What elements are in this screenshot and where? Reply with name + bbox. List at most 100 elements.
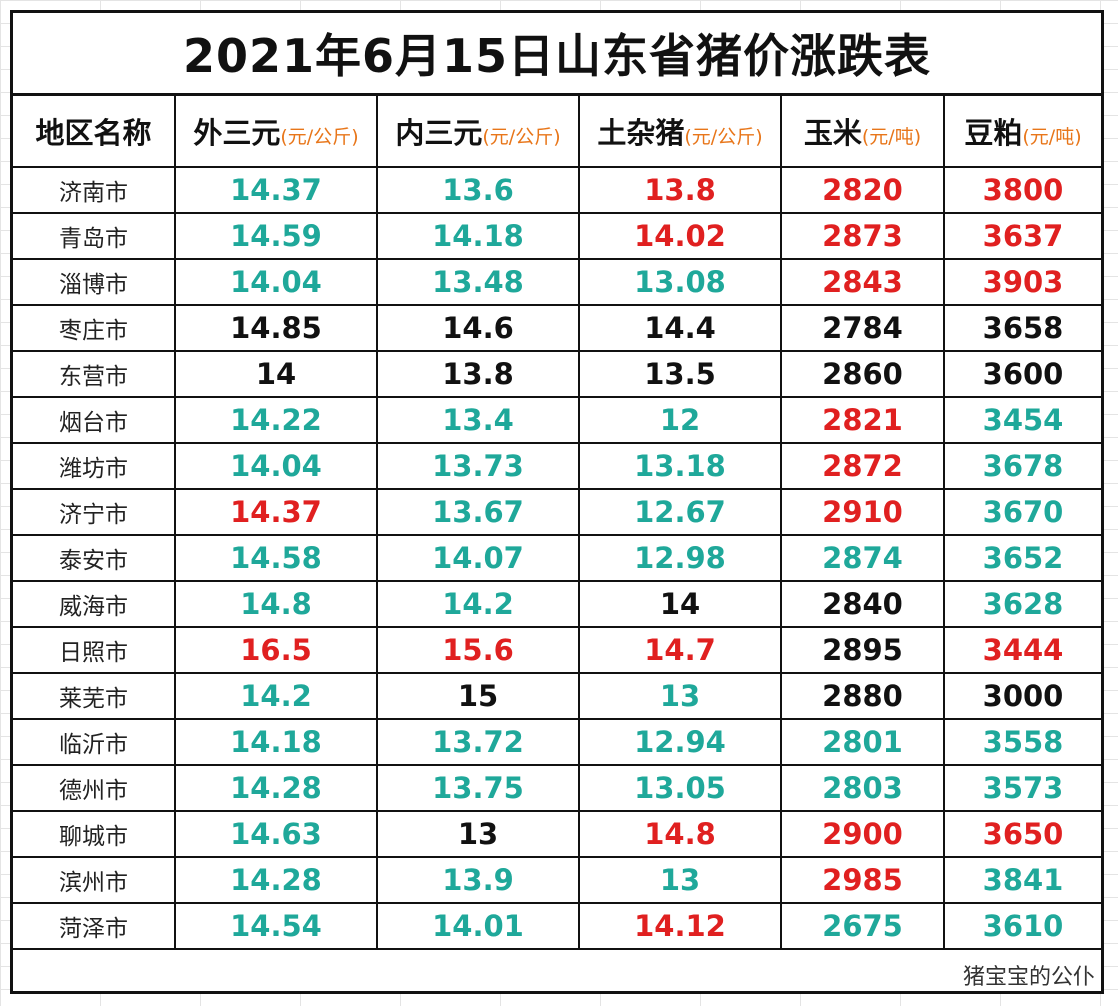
city-cell: 滨州市	[13, 857, 176, 904]
price-cell: 14.4	[579, 305, 782, 352]
price-cell: 3637	[944, 213, 1101, 260]
price-cell: 15	[377, 673, 580, 720]
price-cell: 3678	[944, 443, 1101, 490]
price-cell: 3650	[944, 811, 1101, 858]
price-cell: 14.59	[175, 213, 378, 260]
corn-header: 玉米(元/吨)	[781, 96, 945, 168]
header-label: 玉米	[803, 116, 862, 150]
price-cell: 14.2	[377, 581, 580, 628]
soymeal-header: 豆粕(元/吨)	[944, 96, 1101, 168]
table-row: 临沂市 14.18 13.72 12.94 2801 3558	[13, 719, 1101, 766]
city-cell: 威海市	[13, 581, 176, 628]
price-cell: 2820	[781, 167, 945, 214]
price-cell: 14.2	[175, 673, 378, 720]
footer-row: 猪宝宝的公仆	[13, 950, 1101, 995]
city-cell: 济南市	[13, 167, 176, 214]
price-cell: 14.04	[175, 443, 378, 490]
header-label: 内三元	[395, 116, 483, 150]
price-cell: 14.07	[377, 535, 580, 582]
waisanyuan-header: 外三元(元/公斤)	[175, 96, 378, 168]
header-unit: (元/公斤)	[684, 126, 763, 148]
price-cell: 2872	[781, 443, 945, 490]
price-cell: 12.94	[579, 719, 782, 766]
price-cell: 3841	[944, 857, 1101, 904]
price-cell: 14.37	[175, 167, 378, 214]
price-cell: 13	[579, 673, 782, 720]
table-row: 滨州市 14.28 13.9 13 2985 3841	[13, 857, 1101, 904]
price-table: 地区名称 外三元(元/公斤) 内三元(元/公斤) 土杂猪(元/公斤) 玉米(元/吨) 豆粕…	[13, 96, 1101, 950]
header-label: 地区名称	[35, 116, 152, 150]
price-sheet: 2021年6月15日山东省猪价涨跌表 地区名称 外三元(元/公斤) 内三元(元/公斤…	[10, 10, 1104, 994]
price-cell: 14.8	[579, 811, 782, 858]
region-header: 地区名称	[13, 96, 176, 168]
price-cell: 14	[175, 351, 378, 398]
price-cell: 3652	[944, 535, 1101, 582]
table-row: 日照市 16.5 15.6 14.7 2895 3444	[13, 627, 1101, 674]
price-cell: 2985	[781, 857, 945, 904]
price-cell: 2821	[781, 397, 945, 444]
price-cell: 13.08	[579, 259, 782, 306]
table-row: 青岛市 14.59 14.18 14.02 2873 3637	[13, 213, 1101, 260]
city-cell: 莱芜市	[13, 673, 176, 720]
city-cell: 济宁市	[13, 489, 176, 536]
price-cell: 14.28	[175, 765, 378, 812]
city-cell: 潍坊市	[13, 443, 176, 490]
city-cell: 临沂市	[13, 719, 176, 766]
price-cell: 2874	[781, 535, 945, 582]
price-cell: 13	[377, 811, 580, 858]
price-cell: 2860	[781, 351, 945, 398]
neisanyuan-header: 内三元(元/公斤)	[377, 96, 580, 168]
price-cell: 2840	[781, 581, 945, 628]
price-cell: 14.22	[175, 397, 378, 444]
table-row: 济南市 14.37 13.6 13.8 2820 3800	[13, 167, 1101, 214]
price-cell: 14.02	[579, 213, 782, 260]
header-row: 地区名称 外三元(元/公斤) 内三元(元/公斤) 土杂猪(元/公斤) 玉米(元/吨) 豆粕…	[13, 96, 1101, 168]
price-cell: 3800	[944, 167, 1101, 214]
price-cell: 12.67	[579, 489, 782, 536]
city-cell: 泰安市	[13, 535, 176, 582]
price-cell: 13.5	[579, 351, 782, 398]
header-label: 土杂猪	[597, 116, 685, 150]
price-cell: 14.6	[377, 305, 580, 352]
city-cell: 淄博市	[13, 259, 176, 306]
price-cell: 14.37	[175, 489, 378, 536]
price-cell: 14.18	[377, 213, 580, 260]
table-row: 烟台市 14.22 13.4 12 2821 3454	[13, 397, 1101, 444]
price-cell: 15.6	[377, 627, 580, 674]
price-cell: 12.98	[579, 535, 782, 582]
price-cell: 3444	[944, 627, 1101, 674]
price-cell: 14.28	[175, 857, 378, 904]
price-cell: 13.9	[377, 857, 580, 904]
page-title: 2021年6月15日山东省猪价涨跌表	[13, 13, 1101, 96]
city-cell: 菏泽市	[13, 903, 176, 950]
price-cell: 3454	[944, 397, 1101, 444]
table-row: 济宁市 14.37 13.67 12.67 2910 3670	[13, 489, 1101, 536]
price-cell: 16.5	[175, 627, 378, 674]
price-cell: 14.85	[175, 305, 378, 352]
price-cell: 14.54	[175, 903, 378, 950]
header-label: 豆粕	[964, 116, 1023, 150]
table-row: 德州市 14.28 13.75 13.05 2803 3573	[13, 765, 1101, 812]
tuzazhu-header: 土杂猪(元/公斤)	[579, 96, 782, 168]
price-cell: 2873	[781, 213, 945, 260]
price-cell: 2675	[781, 903, 945, 950]
price-cell: 12	[579, 397, 782, 444]
price-cell: 2895	[781, 627, 945, 674]
table-row: 潍坊市 14.04 13.73 13.18 2872 3678	[13, 443, 1101, 490]
table-row: 威海市 14.8 14.2 14 2840 3628	[13, 581, 1101, 628]
city-cell: 德州市	[13, 765, 176, 812]
table-row: 聊城市 14.63 13 14.8 2900 3650	[13, 811, 1101, 858]
price-cell: 13.8	[377, 351, 580, 398]
header-unit: (元/公斤)	[482, 126, 561, 148]
price-cell: 13.18	[579, 443, 782, 490]
price-cell: 13.4	[377, 397, 580, 444]
table-row: 枣庄市 14.85 14.6 14.4 2784 3658	[13, 305, 1101, 352]
price-cell: 13.48	[377, 259, 580, 306]
table-row: 东营市 14 13.8 13.5 2860 3600	[13, 351, 1101, 398]
city-cell: 聊城市	[13, 811, 176, 858]
price-cell: 3600	[944, 351, 1101, 398]
header-unit: (元/吨)	[861, 126, 922, 148]
price-cell: 14.12	[579, 903, 782, 950]
city-cell: 枣庄市	[13, 305, 176, 352]
table-row: 淄博市 14.04 13.48 13.08 2843 3903	[13, 259, 1101, 306]
